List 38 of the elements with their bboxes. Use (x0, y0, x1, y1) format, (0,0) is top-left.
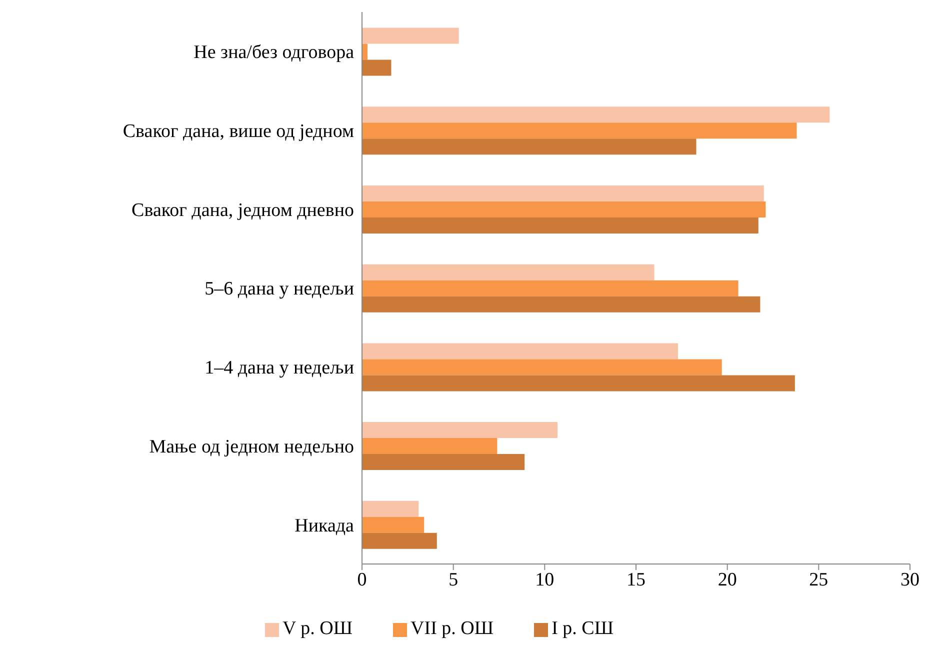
bar (362, 375, 795, 392)
y-tick-label: Сваког дана, једном дневно (132, 200, 354, 221)
y-tick-label: 1–4 дана у недељи (204, 358, 354, 379)
bar (362, 454, 525, 470)
y-tick-label: Сваког дана, више од једном (122, 121, 354, 142)
y-tick-label: Мање од једном недељно (149, 436, 354, 458)
bar (362, 264, 654, 280)
x-tick-label: 0 (357, 569, 367, 590)
bar (362, 343, 678, 360)
y-tick-label: 5–6 дана у недељи (204, 278, 354, 300)
bar (362, 122, 797, 139)
bar (362, 516, 424, 533)
bar (362, 28, 459, 44)
bar (362, 138, 696, 155)
bar (362, 500, 419, 517)
bar (362, 44, 368, 60)
y-tick-label: Никада (294, 515, 355, 536)
bar (362, 438, 498, 454)
bar (362, 201, 766, 218)
x-tick-label: 20 (718, 569, 737, 590)
legend-label: VII р. ОШ (410, 618, 494, 639)
bar (362, 280, 738, 296)
bar (362, 106, 830, 123)
legend-label: V р. ОШ (282, 618, 353, 639)
bar (362, 60, 392, 76)
legend-label: I р. СШ (552, 618, 614, 639)
y-tick-label: Не зна/без одговора (194, 42, 355, 64)
x-tick-label: 15 (626, 569, 646, 590)
bar (362, 422, 558, 438)
x-tick-label: 10 (535, 569, 554, 590)
bar (362, 217, 758, 234)
x-tick-label: 30 (900, 569, 920, 590)
x-tick-label: 25 (809, 569, 828, 590)
bar (362, 296, 760, 312)
x-tick-label: 5 (448, 569, 458, 590)
bar (362, 359, 722, 376)
bar (362, 185, 764, 202)
bar (362, 532, 437, 549)
